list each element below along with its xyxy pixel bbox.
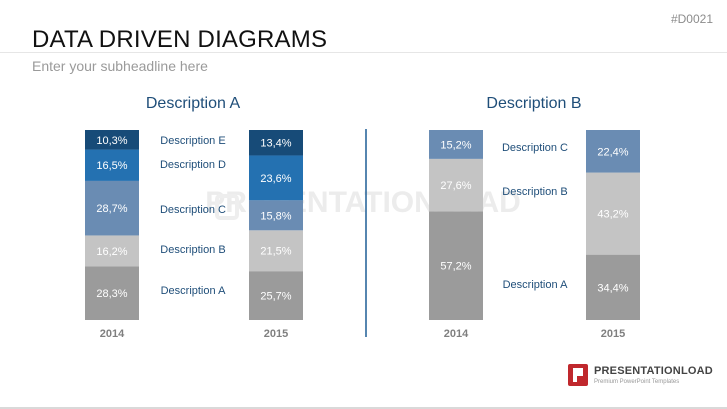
series-label: Description C [160,204,226,216]
logo-mark-icon [568,364,588,386]
data-label: 15,2% [440,139,471,151]
data-label: 15,8% [260,210,291,222]
bar-segment [249,200,303,231]
data-label: 34,4% [597,282,628,294]
title-divider [0,52,727,53]
series-label: Description E [160,135,225,147]
data-label: 23,6% [260,173,291,185]
logo-name: PRESENTATIONLOAD [594,365,713,377]
series-label: Description B [502,186,567,198]
brand-logo: PRESENTATIONLOAD Premium PowerPoint Temp… [568,362,713,390]
slide-id: #D0021 [670,12,713,26]
bar-segment [85,149,139,181]
data-label: 22,4% [597,146,628,158]
data-label: 16,5% [96,160,127,172]
category-label: 2015 [601,328,625,340]
series-label: Description A [161,285,226,297]
bar-segment [249,130,303,156]
bar-segment [249,230,303,272]
bar-segment [586,254,640,320]
data-label: 43,2% [597,209,628,221]
data-label: 10,3% [96,135,127,147]
category-label: 2014 [444,328,469,340]
chart-title: Description A [146,95,241,112]
data-label: 13,4% [260,138,291,150]
data-label: 25,7% [260,291,291,303]
bar-segment [249,155,303,201]
data-label: 21,5% [260,246,291,258]
page-title: DATA DRIVEN DIAGRAMS [32,26,328,53]
data-label: 57,2% [440,261,471,273]
bar-segment [85,266,139,320]
page-subtitle: Enter your subheadline here [32,58,208,74]
footer-line [0,407,727,409]
bar-segment [429,130,483,159]
chart-title: Description B [486,95,581,112]
category-label: 2015 [264,328,288,340]
bar-segment [429,211,483,320]
bar-segment [249,271,303,320]
bar-segment [85,235,139,267]
category-label: 2014 [100,328,125,340]
bar-segment [429,158,483,212]
data-label: 27,6% [440,180,471,192]
data-label: 28,7% [96,203,127,215]
bar-segment [85,130,139,150]
series-label: Description B [160,244,225,256]
data-label: 28,3% [96,288,127,300]
series-label: Description D [160,159,226,171]
series-label: Description A [503,279,568,291]
watermark-logo-icon [215,194,239,220]
series-label: Description C [502,142,568,154]
logo-tagline: Premium PowerPoint Templates [594,379,680,385]
bar-segment [586,172,640,255]
bar-segment [85,180,139,236]
bar-segment [586,130,640,173]
data-label: 16,2% [96,246,127,258]
